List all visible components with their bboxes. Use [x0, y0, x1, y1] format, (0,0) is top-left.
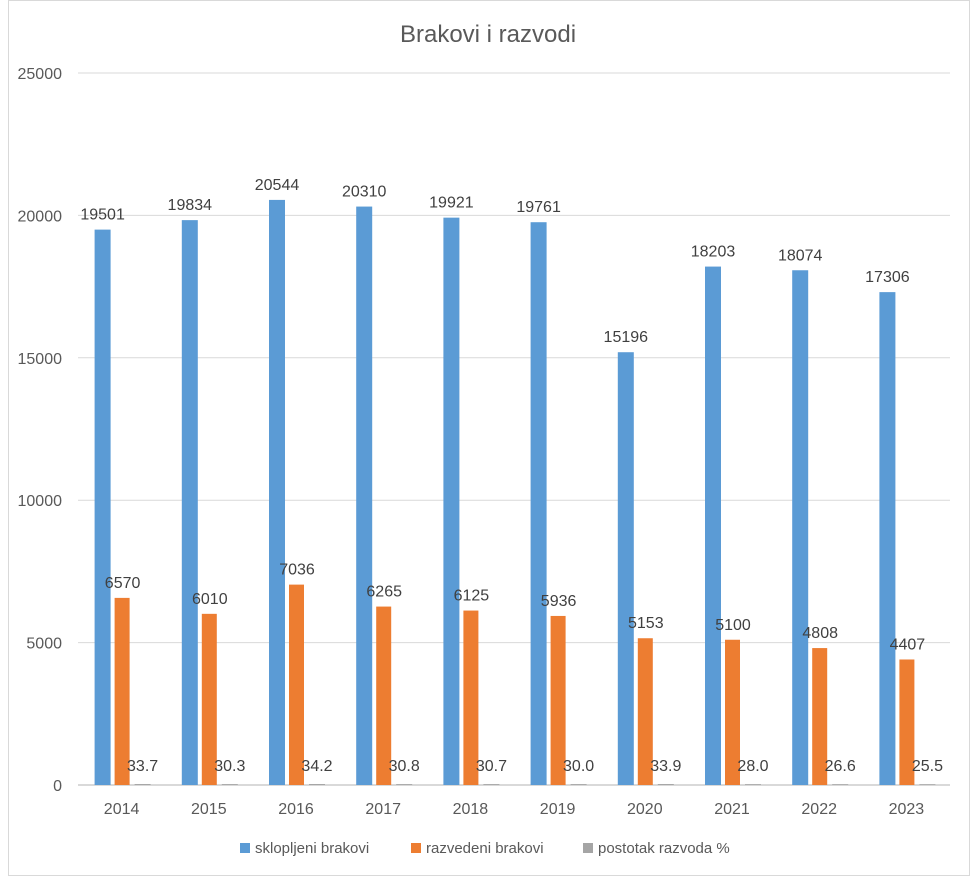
data-label: 19834 [168, 197, 213, 214]
data-label: 17306 [865, 269, 910, 286]
bar-postotak-razvoda [221, 784, 238, 785]
chart-frame [8, 0, 970, 876]
data-label: 30.3 [214, 758, 245, 775]
data-label: 6010 [192, 591, 228, 608]
x-tick-label: 2015 [191, 801, 227, 818]
data-label: 4808 [802, 625, 838, 642]
bar-postotak-razvoda [396, 784, 413, 785]
bar-sklopljeni-brakovi [617, 352, 634, 785]
y-tick-label: 25000 [18, 66, 63, 83]
legend-swatch [240, 843, 250, 853]
bar-sklopljeni-brakovi [356, 206, 373, 786]
bar-razvedeni-brakovi [550, 615, 566, 785]
bar-postotak-razvoda [919, 784, 936, 785]
bar-sklopljeni-brakovi [94, 229, 111, 786]
y-tick-label: 15000 [18, 351, 63, 368]
legend-swatch [583, 843, 593, 853]
data-label: 30.8 [389, 758, 420, 775]
bar-razvedeni-brakovi [463, 610, 479, 785]
data-label: 20544 [255, 177, 300, 194]
data-label: 26.6 [825, 758, 856, 775]
data-label: 19921 [429, 195, 474, 212]
y-tick-label: 10000 [18, 493, 63, 510]
bar-sklopljeni-brakovi [879, 292, 896, 785]
data-label: 6570 [105, 575, 141, 592]
bar-razvedeni-brakovi [114, 597, 130, 785]
x-tick-label: 2022 [801, 801, 837, 818]
chart-title: Brakovi i razvodi [400, 21, 576, 48]
data-label: 19501 [80, 207, 125, 224]
data-label: 18203 [691, 244, 736, 261]
x-tick-label: 2016 [278, 801, 314, 818]
data-label: 4407 [890, 636, 926, 653]
data-label: 30.7 [476, 758, 507, 775]
bar-sklopljeni-brakovi [705, 266, 721, 785]
x-tick-label: 2021 [714, 801, 750, 818]
bar-razvedeni-brakovi [376, 606, 392, 785]
bar-razvedeni-brakovi [725, 639, 740, 785]
bar-razvedeni-brakovi [812, 648, 828, 785]
data-label: 34.2 [301, 758, 332, 775]
bar-postotak-razvoda [134, 784, 151, 785]
legend-label: postotak razvoda % [598, 840, 730, 857]
x-tick-label: 2017 [365, 801, 401, 818]
data-label: 5100 [715, 617, 751, 634]
legend-label: razvedeni brakovi [426, 840, 544, 857]
x-tick-label: 2020 [627, 801, 663, 818]
data-label: 5153 [628, 615, 664, 632]
bar-sklopljeni-brakovi [443, 217, 460, 786]
legend-swatch [411, 843, 421, 853]
data-label: 5936 [541, 593, 577, 610]
y-tick-label: 0 [53, 778, 62, 795]
x-tick-label: 2023 [889, 801, 925, 818]
data-label: 15196 [604, 329, 649, 346]
data-label: 33.9 [650, 758, 681, 775]
bar-sklopljeni-brakovi [530, 222, 547, 785]
data-label: 7036 [279, 562, 315, 579]
data-label: 19761 [516, 199, 561, 216]
data-label: 33.7 [127, 758, 158, 775]
bar-postotak-razvoda [745, 784, 761, 785]
bar-sklopljeni-brakovi [269, 199, 285, 786]
bar-postotak-razvoda [483, 784, 500, 785]
data-label: 18074 [778, 247, 823, 264]
bar-sklopljeni-brakovi [792, 270, 809, 786]
legend-label: sklopljeni brakovi [255, 840, 369, 857]
bar-postotak-razvoda [657, 784, 674, 785]
y-tick-label: 5000 [26, 636, 62, 653]
data-label: 25.5 [912, 758, 943, 775]
bar-postotak-razvoda [570, 784, 587, 785]
data-label: 20310 [342, 184, 387, 201]
data-label: 6265 [366, 584, 402, 601]
bar-postotak-razvoda [832, 784, 849, 785]
x-tick-label: 2019 [540, 801, 576, 818]
bar-razvedeni-brakovi [201, 613, 217, 785]
bar-razvedeni-brakovi [289, 584, 304, 785]
data-label: 6125 [454, 588, 490, 605]
x-tick-label: 2018 [453, 801, 489, 818]
bar-razvedeni-brakovi [899, 659, 915, 785]
data-label: 30.0 [563, 758, 594, 775]
data-label: 28.0 [737, 758, 768, 775]
bar-sklopljeni-brakovi [181, 220, 198, 785]
y-tick-label: 20000 [18, 208, 63, 225]
x-tick-label: 2014 [104, 801, 140, 818]
bar-razvedeni-brakovi [637, 638, 653, 785]
bar-postotak-razvoda [309, 784, 325, 785]
